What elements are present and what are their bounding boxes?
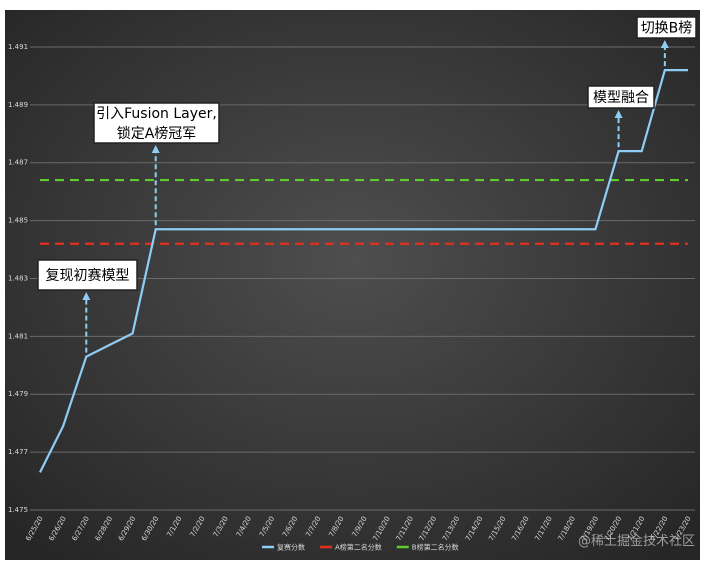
annotation-box [93,102,220,144]
annotation-box [587,85,655,109]
annotation-box [636,16,697,39]
annotation-text: 模型融合 [593,90,649,106]
annotation-text: 锁定A榜冠军 [117,125,197,142]
y-tick-label: 1.485 [8,217,28,225]
series-line [39,68,688,473]
y-tick-label: 1.483 [8,274,28,282]
arrow-head [614,110,623,118]
y-tick-label: 1.491 [8,43,28,51]
legend-label: A榜第二名分数 [335,543,382,552]
y-tick-label: 1.475 [8,506,28,514]
annotation-text: 引入Fusion Layer, [96,106,217,122]
annotation-text: 复现初赛模型 [46,267,130,284]
y-tick-label: 1.489 [8,101,28,109]
y-tick-label: 1.479 [8,390,28,398]
watermark: @稀土掘金技术社区 [578,533,695,549]
y-tick-label: 1.487 [8,159,28,167]
y-tick-label: 1.477 [8,448,28,456]
arrow-head [151,145,160,153]
arrow-head [660,40,669,48]
arrow-head [82,292,91,300]
legend-label: 复赛分数 [277,543,305,552]
annotation-box [37,259,138,291]
legend-label: B榜第二名分数 [412,543,459,552]
annotation-text: 切换B榜 [641,20,693,37]
y-tick-label: 1.481 [8,332,28,340]
